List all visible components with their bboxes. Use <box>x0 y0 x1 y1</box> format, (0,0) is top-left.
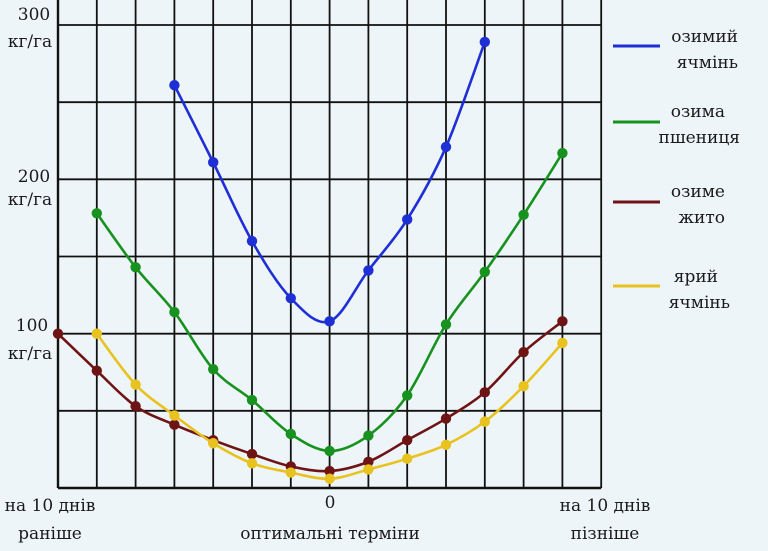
series-3-point-10 <box>479 416 490 427</box>
series-2-point-2 <box>130 401 141 412</box>
legend: озимий ячмінь озима пшениця озиме жито я… <box>613 27 740 313</box>
series-1-point-2 <box>169 306 180 318</box>
series-1-point-11 <box>518 209 529 221</box>
series-1-point-12 <box>557 147 568 159</box>
y-tick-100: 100 <box>16 316 48 336</box>
series-1-point-5 <box>285 428 296 440</box>
series-2-point-5 <box>246 448 258 460</box>
legend-label-0-line1: озимий <box>671 27 738 47</box>
x-label-right-line1: на 10 днів <box>560 496 651 516</box>
series-layer <box>52 36 568 484</box>
series-0-point-1 <box>208 157 219 168</box>
series-3-point-3 <box>208 438 219 449</box>
series-1-point-0 <box>91 208 103 219</box>
legend-label-2-line1: озиме <box>671 182 725 202</box>
series-0-point-2 <box>246 235 258 247</box>
series-2-point-3 <box>169 419 180 430</box>
series-2-point-13 <box>557 316 568 327</box>
series-1-point-1 <box>130 262 141 273</box>
series-2-point-10 <box>440 413 452 424</box>
series-1-point-4 <box>246 394 258 406</box>
series-1-point-6 <box>324 445 335 457</box>
series-0-point-3 <box>285 292 296 304</box>
series-3-point-6 <box>324 473 335 484</box>
legend-item-1: озима пшениця <box>613 102 740 148</box>
x-label-right-line2: пізніше <box>571 524 640 544</box>
series-2-point-8 <box>363 456 374 467</box>
series-2-point-7 <box>324 465 335 477</box>
series-3-point-11 <box>518 380 529 392</box>
x-axis-labels: на 10 днів раніше 0 оптимальні терміни н… <box>5 493 651 544</box>
series-0-point-0 <box>169 79 180 91</box>
legend-label-3-line2: ячмінь <box>669 293 730 313</box>
x-tick-zero: 0 <box>325 493 336 513</box>
series-2-point-0 <box>52 328 64 339</box>
x-label-left-line2: раніше <box>18 524 82 544</box>
series-2-point-1 <box>91 365 103 376</box>
series-3-point-4 <box>246 458 258 469</box>
legend-item-0: озимий ячмінь <box>613 27 738 73</box>
series-3-point-2 <box>169 410 180 421</box>
legend-item-3: ярий ячмінь <box>613 267 730 313</box>
series-2-point-11 <box>479 387 490 398</box>
series-0-point-6 <box>402 214 413 225</box>
series-2-point-12 <box>518 346 529 358</box>
series-1-point-9 <box>440 319 452 330</box>
y-axis-labels: 300 кг/га 200 кг/га 100 кг/га <box>8 5 52 364</box>
x-label-left-line1: на 10 днів <box>5 496 96 516</box>
legend-label-1-line2: пшениця <box>658 128 740 148</box>
series-3-point-1 <box>130 379 141 390</box>
series-3-point-8 <box>402 453 413 464</box>
legend-label-1-line1: озима <box>671 102 725 122</box>
y-tick-300: 300 <box>18 5 50 25</box>
series-3-point-12 <box>557 337 568 349</box>
series-2-point-9 <box>402 434 413 446</box>
grid <box>56 0 603 490</box>
series-3-point-5 <box>285 467 296 478</box>
legend-label-3-line1: ярий <box>674 267 718 287</box>
series-1-point-10 <box>479 266 490 278</box>
series-1-point-8 <box>402 390 413 401</box>
series-0-point-8 <box>479 36 490 48</box>
series-3-point-0 <box>91 328 103 339</box>
y-unit-300: кг/га <box>8 32 52 52</box>
x-caption-center: оптимальні терміни <box>240 524 420 544</box>
series-1-point-7 <box>363 430 374 441</box>
legend-label-0-line2: ячмінь <box>677 53 738 73</box>
series-0-point-5 <box>363 265 374 276</box>
series-1-point-3 <box>208 363 219 375</box>
y-unit-200: кг/га <box>8 190 52 210</box>
series-0-point-7 <box>440 141 452 153</box>
y-tick-200: 200 <box>18 167 50 187</box>
legend-label-2-line2: жито <box>678 208 725 228</box>
series-0-point-4 <box>324 316 335 327</box>
y-unit-100: кг/га <box>8 344 52 364</box>
series-3-point-9 <box>440 439 452 450</box>
series-3-point-7 <box>363 464 374 475</box>
legend-item-2: озиме жито <box>613 182 725 228</box>
